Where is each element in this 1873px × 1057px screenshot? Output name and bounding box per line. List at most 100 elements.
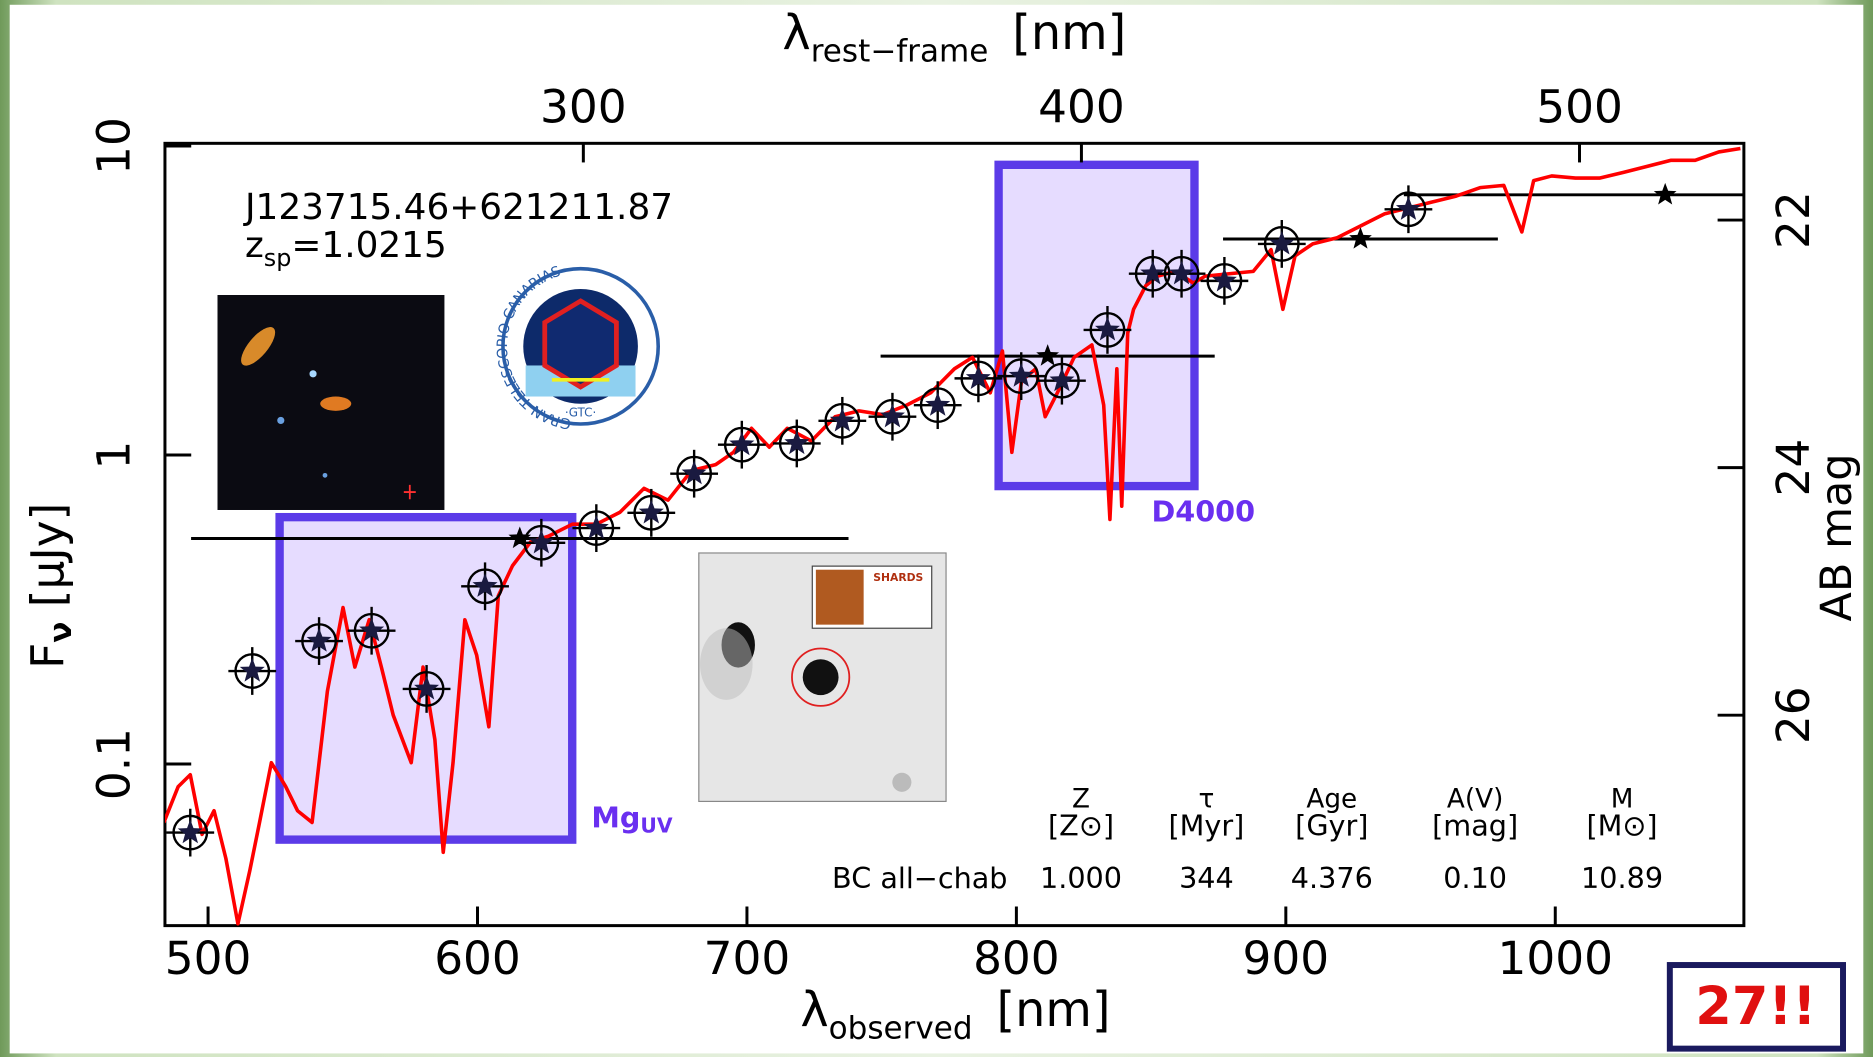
mg-text: Mg (591, 800, 640, 834)
photometry-point (627, 488, 676, 537)
marker-star (880, 403, 905, 428)
marker-ring (467, 568, 503, 605)
photometry-point (1038, 356, 1086, 405)
y2-tick-label: 24 (1767, 439, 1820, 497)
photometry-point (717, 420, 766, 469)
table-header: Z (1072, 785, 1090, 815)
mg-sub: UV (640, 813, 672, 837)
marker-ring (723, 426, 760, 463)
x-tick-label: 700 (704, 932, 791, 985)
table-unit: [Z⊙] (1048, 809, 1114, 843)
x2-title: λrest−frame [nm] (782, 6, 1126, 70)
object-name: J123715.46+621211.87 (243, 187, 673, 228)
photometry-point (997, 352, 1046, 401)
plot-frame (163, 141, 1746, 928)
band-point (1653, 182, 1677, 205)
y2-tick-label: 22 (1767, 191, 1820, 249)
photometry-point (1257, 220, 1306, 268)
z-sub: sp (264, 244, 292, 272)
marker-ring (874, 398, 911, 435)
x2-symbol: λ (782, 6, 810, 61)
x2-tick-label: 300 (540, 80, 627, 133)
photometry-point (295, 617, 343, 665)
marker-star (306, 627, 332, 652)
shards-image: SHARDS (698, 552, 947, 803)
marker-star (528, 529, 554, 554)
x-tick-label: 500 (165, 932, 252, 985)
x-sub: observed (829, 1011, 973, 1047)
marker-star (583, 515, 609, 539)
marker-ring (234, 653, 271, 689)
table-cell: 0.10 (1443, 861, 1507, 895)
table-header: Age (1306, 785, 1357, 815)
y-unit: [μJy] (21, 503, 74, 608)
marker-ring (676, 455, 713, 492)
marker-ring (1003, 358, 1040, 395)
photometry-point (1083, 306, 1132, 354)
marker-star (414, 675, 440, 700)
mg-label: MgUV (591, 800, 673, 837)
d4000-label: D4000 (1151, 495, 1255, 529)
table-unit: [Gyr] (1295, 809, 1368, 843)
x-tick-label: 600 (434, 932, 521, 985)
photometry-point (954, 354, 1003, 403)
marker-star (239, 657, 265, 682)
color-thumbnail (217, 295, 445, 510)
photometry-point (572, 504, 621, 553)
marker-ring (778, 425, 815, 462)
x2-tick-label: 400 (1038, 80, 1125, 133)
table-unit: [mag] (1432, 809, 1518, 843)
marker-ring (919, 387, 956, 424)
x-symbol: λ (800, 983, 828, 1038)
photometry-point (228, 647, 277, 695)
marker-ring (960, 360, 997, 397)
photometry-point (347, 606, 396, 655)
x-tick-label: 1000 (1498, 932, 1613, 985)
marker-star (784, 430, 810, 455)
marker-star (359, 617, 385, 642)
photometry-point (1157, 249, 1206, 298)
marker-star (472, 573, 498, 597)
shards-text: SHARDS (873, 571, 923, 584)
table-unit: [Myr] (1169, 809, 1245, 843)
marker-ring (1263, 226, 1300, 262)
y-tick-label: 0.1 (88, 728, 141, 800)
marker-ring (172, 814, 209, 851)
marker-star (681, 460, 707, 485)
marker-ring (824, 402, 861, 439)
band-point (1036, 344, 1060, 366)
photometry-point (1200, 256, 1249, 305)
photometry-point (670, 449, 719, 498)
z-symbol: z (245, 225, 264, 266)
gtc-text: ·GTC· (565, 406, 596, 420)
y2-title: AB mag (1812, 453, 1862, 621)
marker-ring (523, 524, 560, 561)
table-cell: 10.89 (1581, 861, 1663, 895)
table-header: τ (1199, 785, 1215, 815)
y2-tick-label: 26 (1767, 686, 1820, 744)
band-point (508, 526, 532, 549)
x-unit: [nm] (996, 983, 1110, 1038)
x-title: λobserved [nm] (800, 983, 1110, 1047)
marker-ring (301, 623, 337, 659)
marker-star (1049, 367, 1075, 392)
table-unit: [M⊙] (1587, 809, 1658, 843)
marker-star (638, 499, 664, 524)
marker-star (1094, 316, 1120, 341)
badge-box (1666, 962, 1846, 1052)
x-tick-label: 800 (973, 932, 1060, 985)
x2-tick-label: 500 (1536, 80, 1623, 133)
y-sub: ν (43, 622, 79, 643)
z-value: =1.0215 (291, 225, 446, 266)
marker-ring (1390, 191, 1427, 228)
photometry-point (913, 381, 962, 430)
y-symbol: F (21, 643, 74, 669)
marker-star (177, 819, 203, 844)
marker-ring (633, 494, 670, 531)
marker-ring (1044, 362, 1080, 399)
y-tick-label: 1 (88, 441, 141, 470)
marker-ring (353, 612, 390, 649)
marker-ring (1089, 311, 1126, 348)
photometry-point (818, 396, 867, 445)
